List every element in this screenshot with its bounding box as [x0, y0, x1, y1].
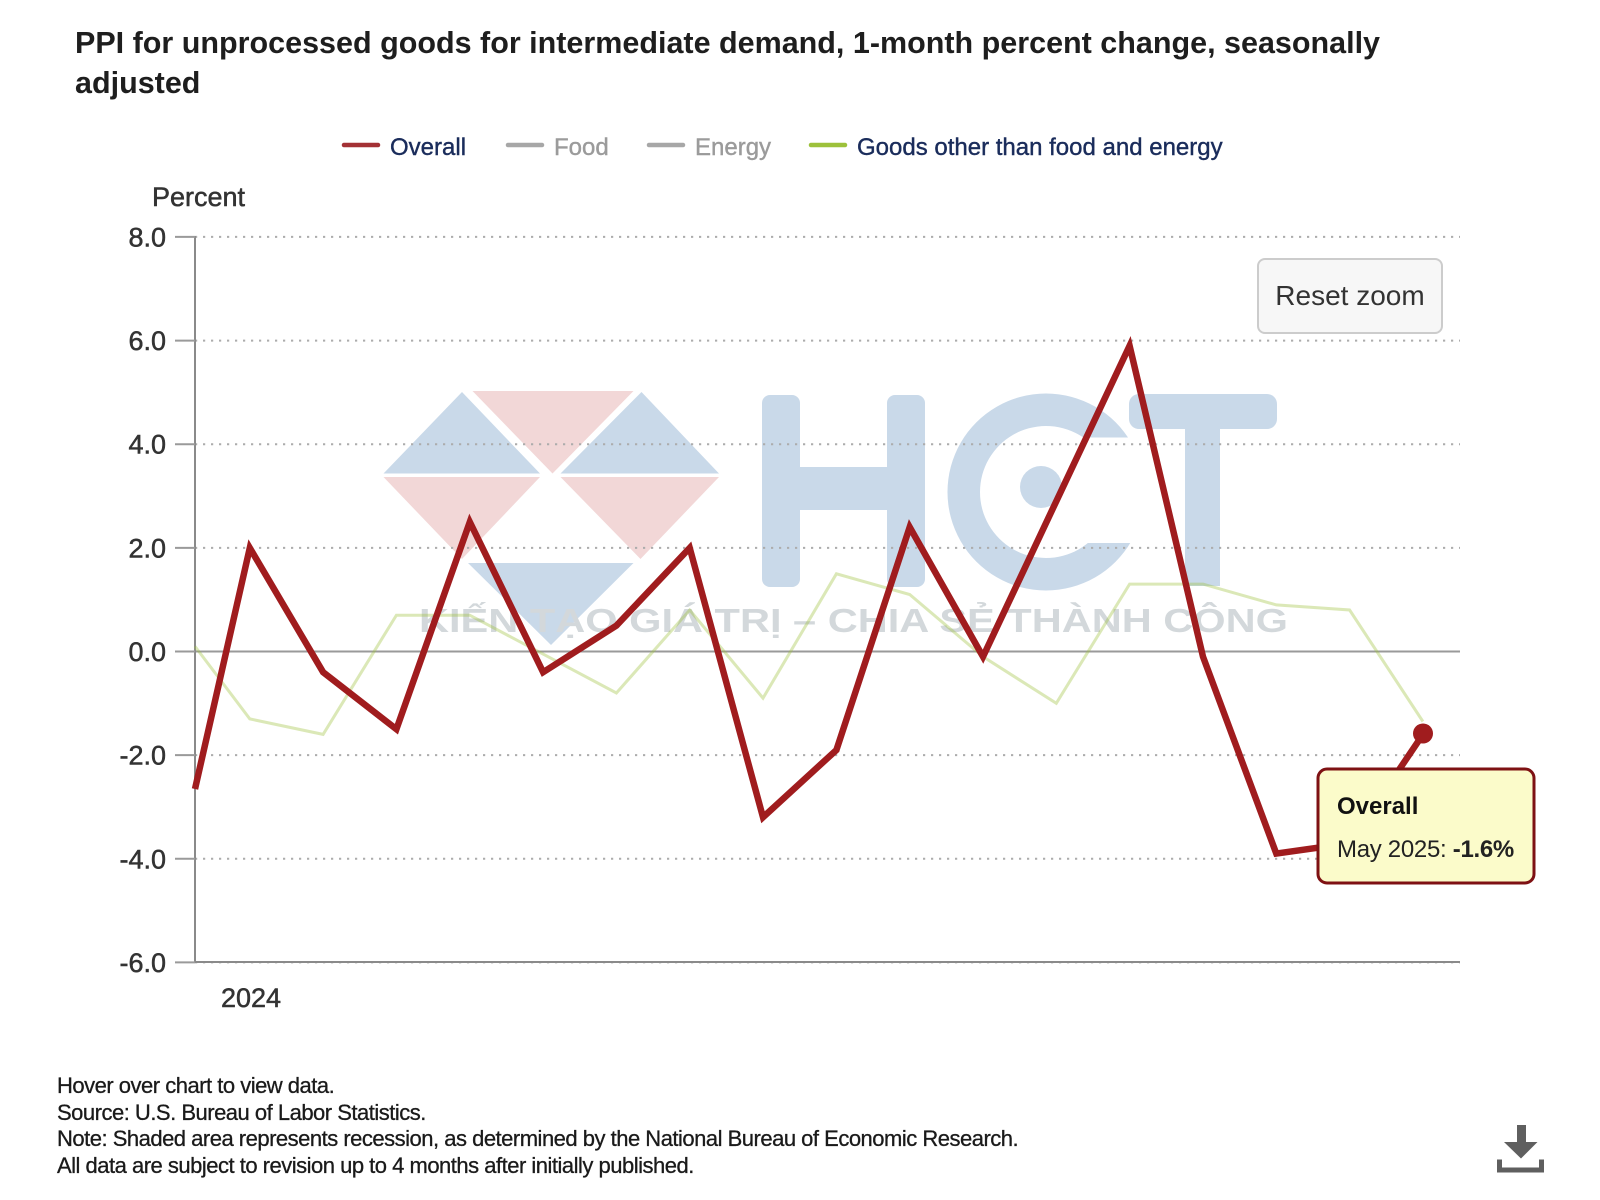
svg-text:Reset zoom: Reset zoom — [1275, 280, 1424, 311]
svg-text:Overall: Overall — [1337, 793, 1418, 820]
svg-text:Overall: Overall — [390, 134, 466, 161]
svg-text:8.0: 8.0 — [128, 222, 166, 252]
svg-text:0.0: 0.0 — [128, 637, 166, 667]
svg-text:Percent: Percent — [152, 182, 246, 212]
svg-text:2.0: 2.0 — [128, 533, 166, 563]
svg-text:-4.0: -4.0 — [119, 844, 166, 874]
svg-text:May 2025: -1.6%: May 2025: -1.6% — [1337, 836, 1514, 863]
svg-text:2024: 2024 — [221, 983, 281, 1013]
svg-text:-6.0: -6.0 — [119, 948, 166, 978]
svg-text:-2.0: -2.0 — [119, 741, 166, 771]
svg-text:Food: Food — [554, 134, 609, 161]
svg-text:KIẾN TẠO GIÁ TRỊ – CHIA SẺ THÀ: KIẾN TẠO GIÁ TRỊ – CHIA SẺ THÀNH CÔNG — [419, 601, 1288, 639]
svg-text:4.0: 4.0 — [128, 430, 166, 460]
svg-text:Goods other than food and ener: Goods other than food and energy — [857, 134, 1223, 161]
svg-text:Energy: Energy — [695, 134, 771, 161]
svg-text:6.0: 6.0 — [128, 326, 166, 356]
